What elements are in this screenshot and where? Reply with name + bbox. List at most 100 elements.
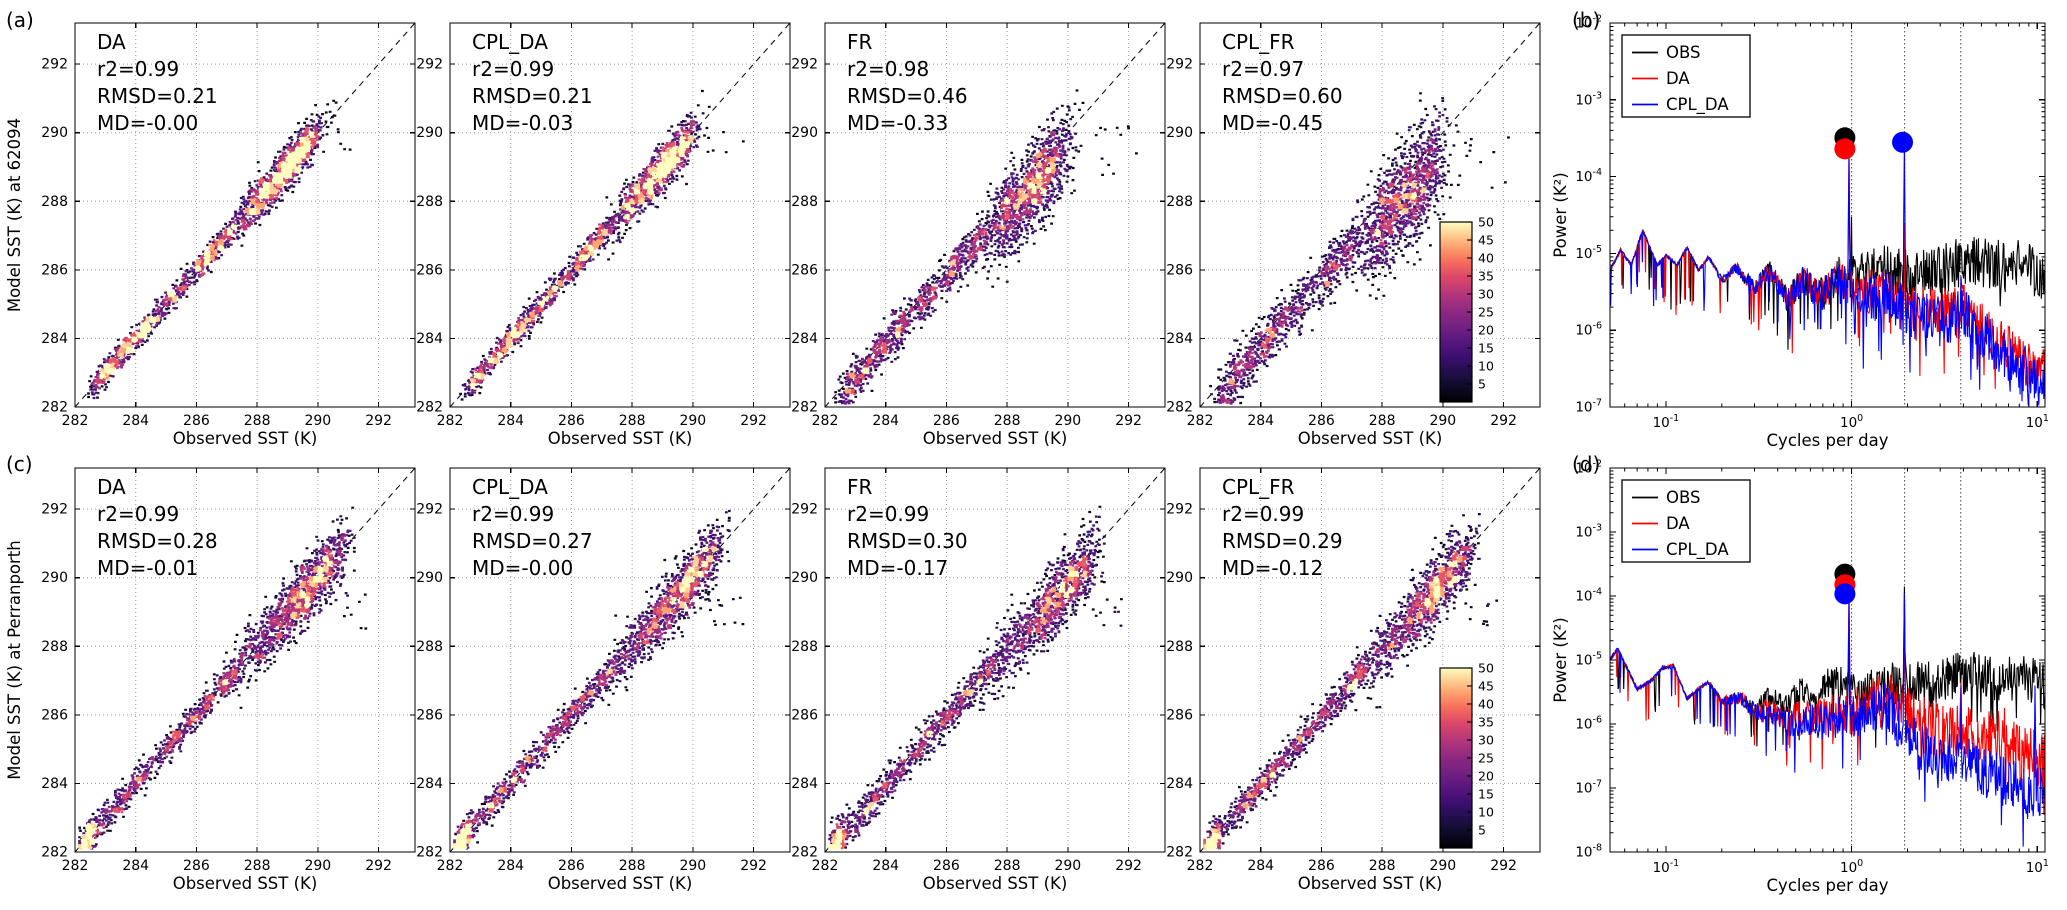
spectrum-panel-b: 10-1 100 101 10-2 10-3 10-4 10-5 10-6 10-7 Cycles… — [1551, 14, 2049, 451]
peak-marker-DA — [1834, 138, 1856, 160]
y-tick-label: 282 — [416, 845, 443, 861]
x-tick-label: 286 — [558, 858, 585, 874]
colorbar — [1439, 221, 1473, 403]
x-axis-label: Observed SST (K) — [923, 429, 1068, 448]
colorbar-tick-label: 25 — [1478, 751, 1494, 766]
colorbar-tick-label: 30 — [1478, 733, 1494, 748]
x-axis-label: Cycles per day — [1767, 876, 1889, 895]
colorbar-tick-label: 40 — [1478, 697, 1494, 712]
x-tick-label: 288 — [619, 413, 646, 429]
stats-line: RMSD=0.27 — [472, 529, 593, 553]
y-tick-label: 290 — [1166, 570, 1193, 586]
scatter-panel-a3: 282 284 286 288 290 292 282 284 286 288 290 292 FR r2… — [791, 22, 1166, 448]
y-tick-label: 284 — [41, 331, 68, 347]
identity-line — [824, 467, 1166, 853]
axes-frame — [449, 22, 791, 408]
stats-line: r2=0.99 — [847, 502, 929, 526]
stats-line: MD=-0.12 — [1222, 556, 1323, 580]
stats-line: r2=0.99 — [97, 502, 179, 526]
x-tick-label: 282 — [437, 858, 464, 874]
y-axis-label: Model SST (K) at 62094 — [5, 118, 24, 312]
x-tick-label: 292 — [740, 858, 767, 874]
stats-line: RMSD=0.28 — [97, 529, 218, 553]
x-tick-label: 284 — [497, 413, 524, 429]
y-tick-label: 290 — [41, 125, 68, 141]
spectrum-line-CPL_DA — [1610, 142, 2045, 407]
y-tick-label: 10-5 — [1575, 244, 1602, 262]
y-tick-label: 288 — [416, 194, 443, 210]
y-tick-label: 292 — [416, 502, 443, 518]
axes-frame — [74, 467, 416, 853]
colorbar-tick-label: 25 — [1478, 305, 1494, 320]
x-axis-label: Observed SST (K) — [173, 429, 318, 448]
x-tick-label: 288 — [1369, 413, 1396, 429]
stats-line: r2=0.98 — [847, 57, 929, 81]
y-tick-label: 288 — [416, 639, 443, 655]
x-tick-label: 290 — [1054, 413, 1081, 429]
x-axis-label: Cycles per day — [1767, 431, 1889, 450]
x-tick-label: 284 — [1247, 858, 1274, 874]
spectrum-line-CPL_DA — [1610, 593, 2045, 847]
identity-line — [74, 467, 416, 853]
y-axis-label: Model SST (K) at Perranporth — [5, 540, 24, 779]
y-tick-label: 292 — [791, 502, 818, 518]
x-tick-label: 284 — [122, 413, 149, 429]
stats-line: MD=-0.45 — [1222, 111, 1323, 135]
stats-line: r2=0.99 — [472, 502, 554, 526]
y-tick-label: 10-8 — [1575, 843, 1602, 861]
legend-label: OBS — [1666, 43, 1701, 62]
x-tick-label: 100 — [1840, 413, 1863, 431]
y-tick-label: 288 — [41, 639, 68, 655]
scatter-panel-c1: 282 284 286 288 290 292 282 284 286 288 290 292 DA r2… — [5, 467, 416, 893]
axes-frame — [824, 22, 1166, 408]
x-tick-label: 101 — [2026, 858, 2049, 876]
y-tick-label: 282 — [41, 845, 68, 861]
x-tick-label: 286 — [1308, 413, 1335, 429]
y-tick-label: 290 — [791, 125, 818, 141]
y-tick-label: 290 — [41, 570, 68, 586]
y-tick-label: 288 — [1166, 639, 1193, 655]
scatter-panel-c4: 282 284 286 288 290 292 282 284 286 288 290 292 CPL_… — [1166, 467, 1541, 893]
colorbar — [1439, 667, 1473, 849]
x-axis-label: Observed SST (K) — [548, 429, 693, 448]
x-tick-label: 284 — [872, 858, 899, 874]
stats-line: MD=-0.33 — [847, 111, 948, 135]
y-axis-label: Power (K²) — [1551, 617, 1570, 702]
x-tick-label: 286 — [933, 858, 960, 874]
peak-marker-CPL_DA — [1892, 131, 1914, 153]
x-tick-label: 282 — [812, 858, 839, 874]
identity-line — [449, 22, 791, 408]
colorbar-tick-label: 15 — [1478, 341, 1494, 356]
x-tick-label: 292 — [365, 413, 392, 429]
y-tick-label: 10-3 — [1575, 90, 1602, 108]
colorbar-tick-label: 50 — [1478, 215, 1494, 230]
scatter-panel-a2: 282 284 286 288 290 292 282 284 286 288 290 292 CPL_… — [416, 22, 791, 448]
y-tick-label: 288 — [791, 194, 818, 210]
stats-line: RMSD=0.46 — [847, 84, 968, 108]
x-tick-label: 292 — [740, 413, 767, 429]
axes-frame — [824, 467, 1166, 853]
x-tick-label: 282 — [1187, 413, 1214, 429]
x-tick-label: 288 — [244, 858, 271, 874]
y-tick-label: 286 — [1166, 262, 1193, 278]
y-tick-label: 292 — [791, 57, 818, 73]
legend-box — [1621, 479, 1751, 563]
x-tick-label: 100 — [1840, 858, 1863, 876]
colorbar-tick-label: 45 — [1478, 679, 1494, 694]
y-tick-label: 292 — [41, 57, 68, 73]
y-tick-label: 284 — [1166, 331, 1193, 347]
y-tick-label: 286 — [791, 707, 818, 723]
y-tick-label: 286 — [416, 262, 443, 278]
y-tick-label: 286 — [41, 707, 68, 723]
axes-frame — [74, 22, 416, 408]
x-tick-label: 282 — [437, 413, 464, 429]
x-tick-label: 101 — [2026, 413, 2049, 431]
x-tick-label: 282 — [62, 413, 89, 429]
axes-frame — [1199, 467, 1541, 853]
axes-frame — [449, 467, 791, 853]
y-tick-label: 288 — [1166, 194, 1193, 210]
panel-label-d: (d) — [1572, 452, 1601, 476]
y-tick-label: 286 — [791, 262, 818, 278]
legend-label: DA — [1666, 69, 1690, 88]
density-scatter-points — [87, 99, 352, 400]
